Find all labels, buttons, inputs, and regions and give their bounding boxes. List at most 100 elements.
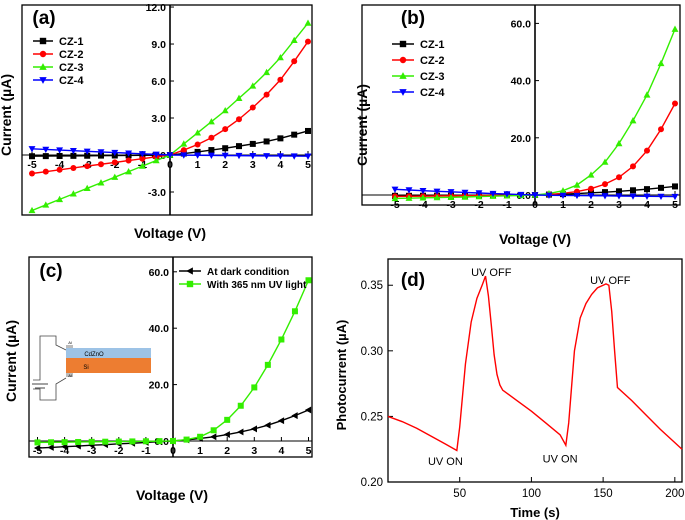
data-point bbox=[156, 438, 163, 445]
data-point bbox=[88, 438, 95, 445]
data-point bbox=[657, 59, 665, 67]
data-point bbox=[170, 438, 176, 444]
annotation-label: UV ON bbox=[428, 456, 463, 468]
data-point bbox=[615, 193, 623, 200]
series-cz-4 bbox=[28, 146, 312, 160]
data-point bbox=[658, 184, 664, 191]
data-point bbox=[291, 412, 298, 420]
data-point bbox=[433, 188, 441, 195]
data-point bbox=[222, 126, 229, 133]
data-point bbox=[249, 153, 257, 160]
data-point bbox=[75, 438, 82, 445]
y-tick-label: 20.0 bbox=[511, 133, 532, 145]
x-tick-label: 0 bbox=[170, 445, 176, 457]
data-point bbox=[629, 193, 637, 200]
data-point bbox=[83, 184, 91, 191]
x-tick-label: 4 bbox=[277, 159, 283, 171]
panel-d: 0.20 0.25 0.30 0.35 50 100 150 200 UV OFF UV OFF U… bbox=[334, 258, 684, 520]
legend-marker bbox=[39, 63, 47, 70]
x-tick-label: -3 bbox=[446, 199, 455, 211]
data-point bbox=[56, 195, 64, 203]
data-point bbox=[405, 194, 413, 201]
data-point bbox=[61, 439, 68, 446]
data-point bbox=[644, 147, 650, 154]
x-tick-label: 3 bbox=[616, 199, 622, 211]
data-point bbox=[48, 439, 55, 446]
data-point bbox=[194, 152, 202, 159]
data-point bbox=[587, 171, 595, 178]
data-point bbox=[304, 153, 312, 160]
data-point bbox=[305, 38, 311, 45]
data-point bbox=[630, 187, 636, 194]
x-tick-label: 3 bbox=[251, 445, 257, 457]
data-point bbox=[125, 157, 132, 164]
data-point bbox=[671, 193, 679, 201]
data-point bbox=[97, 149, 105, 156]
data-point bbox=[236, 143, 242, 150]
data-point bbox=[588, 185, 594, 192]
plot-frame bbox=[361, 4, 681, 206]
x-tick-label: -2 bbox=[474, 199, 483, 211]
panel-b: 0.020.040.060.0-5-4-3-2-1012345CZ-1CZ-2C… bbox=[354, 4, 681, 247]
data-point bbox=[644, 186, 650, 193]
y-tick-label: 20.0 bbox=[149, 380, 170, 392]
annotation-label: UV ON bbox=[543, 453, 578, 465]
device-inset: Al CdZnO Si Al bbox=[32, 335, 151, 401]
data-point bbox=[276, 153, 284, 160]
y-tick-label: 60.0 bbox=[511, 18, 532, 30]
data-point bbox=[489, 190, 497, 198]
y-tick-label: 40.0 bbox=[149, 323, 170, 335]
data-point bbox=[391, 186, 399, 193]
data-point bbox=[235, 94, 243, 101]
data-point bbox=[249, 140, 256, 147]
cdzno-layer bbox=[66, 348, 151, 358]
data-point bbox=[616, 174, 622, 181]
x-axis-label: Voltage (V) bbox=[136, 487, 208, 503]
data-point bbox=[601, 158, 609, 165]
y-tick-label: 12.0 bbox=[146, 2, 167, 14]
data-point bbox=[391, 194, 399, 202]
x-tick-label: 0 bbox=[532, 199, 538, 211]
data-point bbox=[602, 181, 608, 188]
x-tick-label: -5 bbox=[33, 445, 42, 457]
data-point bbox=[249, 104, 256, 111]
data-point bbox=[277, 135, 284, 142]
wire bbox=[33, 335, 67, 381]
data-point bbox=[433, 193, 441, 201]
data-point bbox=[29, 170, 35, 177]
data-point bbox=[461, 193, 469, 200]
legend-marker bbox=[39, 37, 47, 45]
plot-frame bbox=[21, 4, 313, 216]
data-point bbox=[115, 438, 122, 445]
data-point bbox=[83, 148, 91, 155]
data-point bbox=[129, 438, 136, 445]
data-point bbox=[97, 179, 105, 186]
legend-marker bbox=[186, 280, 194, 288]
y-tick-label: 0.30 bbox=[361, 346, 383, 358]
data-point bbox=[28, 206, 36, 214]
data-point bbox=[125, 168, 133, 175]
data-point bbox=[207, 118, 215, 125]
x-tick-label: 5 bbox=[306, 445, 312, 457]
x-tick-label: -3 bbox=[87, 445, 96, 457]
x-tick-label: 4 bbox=[278, 445, 284, 457]
x-axis-label: Time (s) bbox=[510, 505, 560, 520]
data-point bbox=[250, 425, 257, 433]
data-point bbox=[615, 139, 623, 147]
data-point bbox=[42, 153, 49, 160]
data-point bbox=[405, 187, 413, 194]
data-point bbox=[277, 417, 285, 425]
data-point bbox=[545, 192, 553, 199]
x-tick-label: 4 bbox=[644, 199, 650, 211]
annotation-label: UV OFF bbox=[471, 267, 512, 279]
data-point bbox=[56, 166, 63, 173]
data-point bbox=[69, 190, 77, 197]
data-point bbox=[180, 147, 187, 154]
data-point bbox=[98, 161, 104, 168]
si-layer bbox=[66, 358, 151, 373]
y-tick-label: 3.0 bbox=[151, 113, 166, 125]
y-axis-label: Current (µA) bbox=[354, 84, 370, 166]
data-point bbox=[42, 146, 50, 154]
data-point bbox=[237, 428, 244, 436]
